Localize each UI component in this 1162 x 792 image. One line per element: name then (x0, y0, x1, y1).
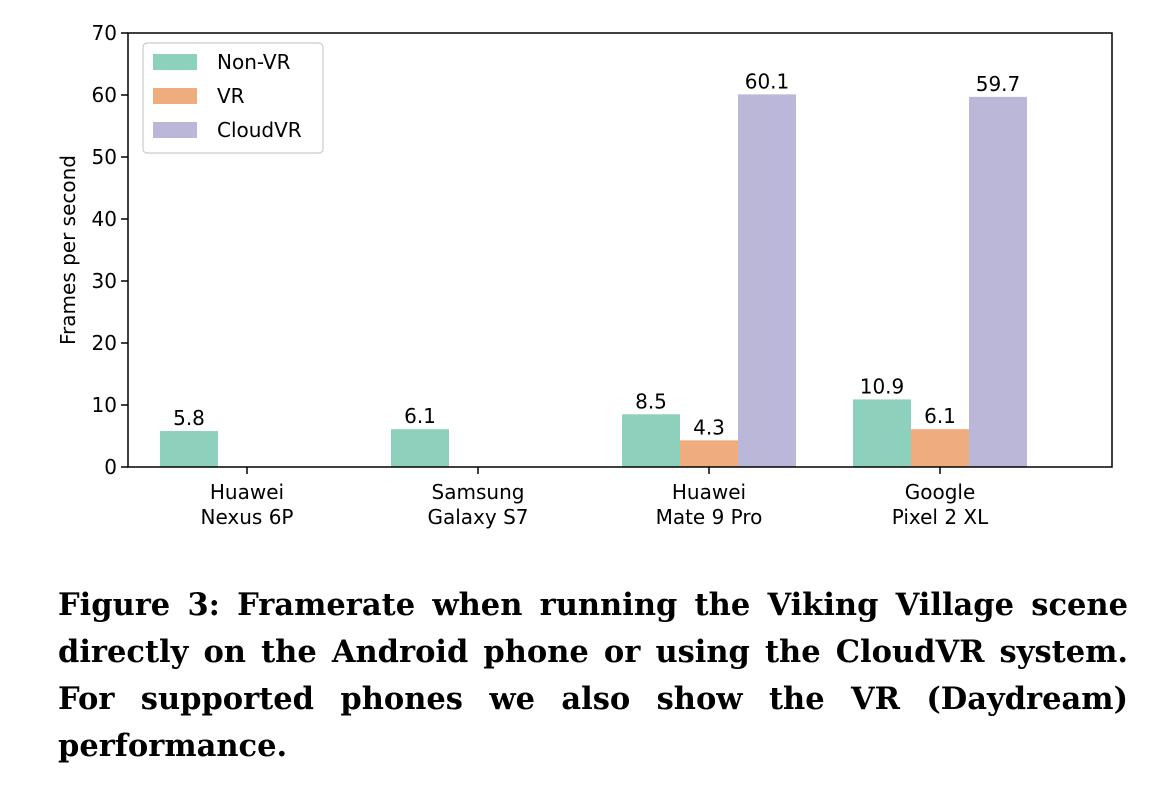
legend-swatch (153, 122, 197, 138)
bar-vr-2 (680, 440, 738, 467)
data-label: 59.7 (976, 72, 1021, 96)
x-tick-label: Huawei (672, 480, 746, 504)
bar-non-vr-0 (160, 431, 218, 467)
y-tick-label: 30 (92, 269, 117, 293)
legend-entry: CloudVR (217, 118, 302, 142)
bar-vr-3 (911, 429, 969, 467)
x-tick-label: Nexus 6P (201, 505, 294, 529)
legend-entry: VR (217, 84, 245, 108)
bar-cloudvr-3 (969, 96, 1027, 468)
x-tick-label: Huawei (210, 480, 284, 504)
legend-swatch (153, 88, 197, 104)
y-tick-label: 70 (92, 21, 117, 45)
x-tick-label: Google (905, 480, 976, 504)
y-axis-label: Frames per second (56, 155, 80, 345)
data-label: 5.8 (173, 406, 205, 430)
figure-caption: Figure 3: Framerate when running the Vik… (58, 587, 1128, 764)
y-tick-label: 60 (92, 83, 117, 107)
legend-swatch (153, 54, 197, 70)
data-label: 6.1 (404, 404, 436, 428)
bar-non-vr-3 (853, 399, 911, 467)
data-label: 6.1 (924, 404, 956, 428)
y-tick-label: 0 (104, 455, 117, 479)
x-tick-label: Mate 9 Pro (656, 505, 763, 529)
plot-frame (127, 32, 1113, 468)
bar-non-vr-1 (391, 429, 449, 467)
x-tick-label: Pixel 2 XL (892, 505, 989, 529)
legend-entry: Non-VR (217, 50, 291, 74)
data-label: 8.5 (635, 389, 667, 413)
y-tick-label: 50 (92, 145, 117, 169)
x-tick-label: Galaxy S7 (427, 505, 528, 529)
bar-cloudvr-2 (738, 94, 796, 467)
x-tick-label: Samsung (432, 480, 525, 504)
data-label: 10.9 (860, 374, 905, 398)
bar-non-vr-2 (622, 414, 680, 467)
data-label: 60.1 (745, 69, 790, 93)
legend: Non-VR VR CloudVR (142, 42, 324, 154)
y-tick-label: 40 (92, 207, 117, 231)
y-tick-label: 20 (92, 331, 117, 355)
data-label: 4.3 (693, 415, 725, 439)
plot-area: 5.8 6.1 8.5 10.9 4.3 6.1 60.1 59.7 0 10 20 30 40 50 60… (92, 21, 1113, 529)
y-tick-label: 10 (92, 393, 117, 417)
bar-chart: 5.8 6.1 8.5 10.9 4.3 6.1 60.1 59.7 0 10 20 30 40 50 60… (56, 21, 1113, 529)
